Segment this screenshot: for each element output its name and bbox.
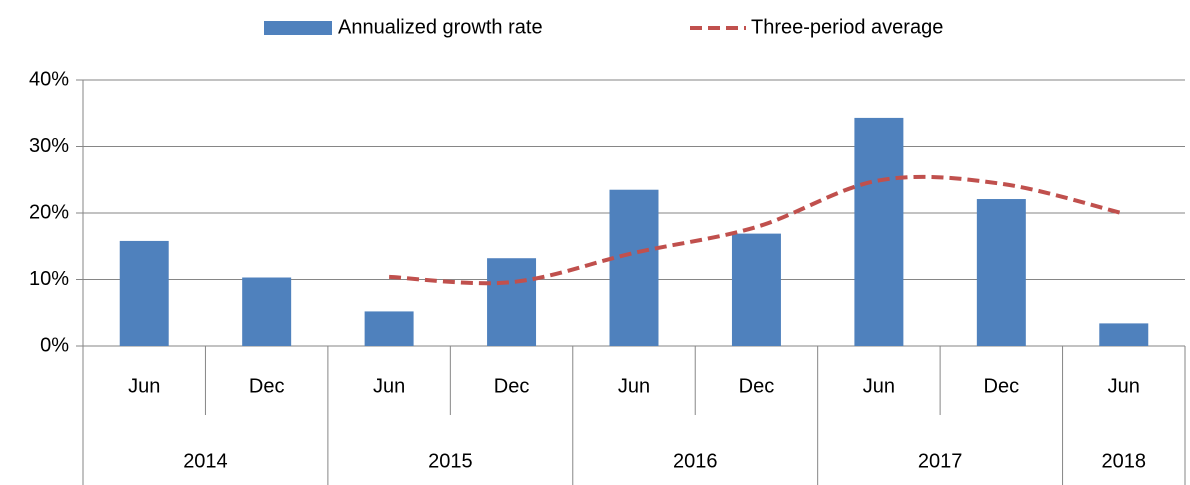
year-label: 2018 <box>1102 450 1147 472</box>
y-tick-label: 20% <box>29 201 69 223</box>
bar <box>731 233 781 346</box>
y-tick-label: 30% <box>29 135 69 157</box>
x-tick-label: Jun <box>128 375 160 397</box>
bar <box>609 189 659 346</box>
bar <box>119 240 169 346</box>
x-tick-label: Dec <box>984 375 1020 397</box>
x-tick-label: Jun <box>618 375 650 397</box>
legend-label: Annualized growth rate <box>338 16 543 38</box>
x-tick-label: Dec <box>739 375 775 397</box>
year-label: 2015 <box>428 450 473 472</box>
bar <box>487 258 537 346</box>
bar <box>976 199 1026 346</box>
bar <box>1099 323 1149 346</box>
legend-label: Three-period average <box>751 16 943 38</box>
bar <box>364 311 414 346</box>
y-tick-label: 40% <box>29 68 69 90</box>
year-label: 2014 <box>183 450 228 472</box>
year-label: 2017 <box>918 450 963 472</box>
x-tick-label: Dec <box>494 375 530 397</box>
x-tick-label: Dec <box>249 375 285 397</box>
x-tick-label: Jun <box>863 375 895 397</box>
year-label: 2016 <box>673 450 718 472</box>
y-tick-label: 10% <box>29 268 69 290</box>
bar <box>854 117 904 346</box>
x-tick-label: Jun <box>373 375 405 397</box>
x-tick-label: Jun <box>1108 375 1140 397</box>
y-tick-label: 0% <box>40 334 69 356</box>
legend-swatch <box>264 21 332 35</box>
bar <box>242 277 292 346</box>
